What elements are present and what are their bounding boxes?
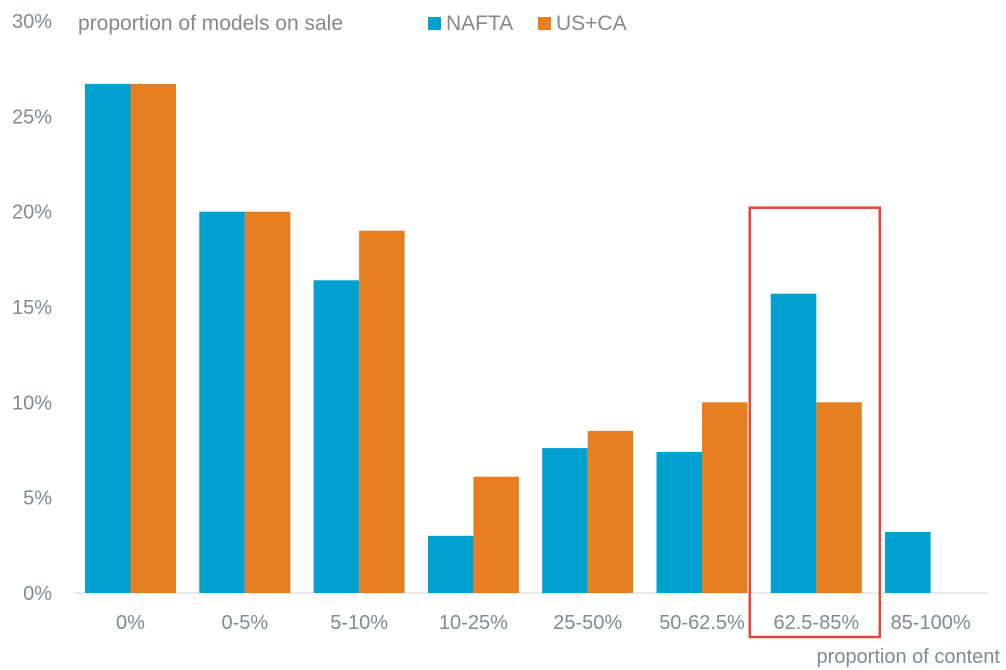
- x-tick-label: 10-25%: [439, 612, 508, 634]
- x-tick-label: 5-10%: [330, 612, 388, 634]
- bar: [473, 476, 519, 593]
- y-tick-label: 30%: [12, 11, 52, 33]
- highlight-box: [748, 206, 882, 639]
- y-axis: 0% 5% 10% 15% 20% 25% 30%: [12, 11, 52, 605]
- bar: [244, 211, 291, 593]
- bar: [656, 451, 702, 593]
- y-tick-label: 0%: [23, 583, 52, 605]
- x-tick-label: 85-100%: [891, 612, 971, 634]
- bars: [85, 83, 931, 594]
- y-tick-label: 5%: [23, 488, 52, 510]
- bar: [359, 230, 405, 593]
- bar: [816, 402, 862, 593]
- bar: [542, 448, 588, 593]
- x-tick-label: 0%: [116, 612, 145, 634]
- x-tick-label: 50-62.5%: [659, 612, 745, 634]
- bar: [427, 535, 474, 593]
- highlight-group: [748, 206, 882, 639]
- y-tick-label: 25%: [12, 106, 52, 128]
- bar: [770, 293, 817, 593]
- legend-label-usca: US+CA: [556, 12, 627, 35]
- x-axis: 0% 0-5% 5-10% 10-25% 25-50% 50-62.5% 62.5-85% 8…: [116, 612, 971, 634]
- bar: [130, 83, 176, 594]
- bar: [885, 532, 931, 593]
- bar: [702, 402, 748, 593]
- bar: [85, 83, 131, 594]
- y-tick-label: 15%: [12, 297, 52, 319]
- legend-label-nafta: NAFTA: [446, 12, 513, 35]
- legend-swatch-nafta: [428, 17, 441, 30]
- legend: NAFTA US+CA: [428, 12, 627, 35]
- x-tick-label: 0-5%: [221, 612, 268, 634]
- bar: [199, 211, 245, 593]
- x-tick-label: 62.5-85%: [773, 612, 859, 634]
- legend-swatch-usca: [538, 17, 551, 30]
- bar: [313, 280, 360, 593]
- y-tick-label: 10%: [12, 392, 52, 414]
- x-axis-label: proportion of content: [817, 646, 1001, 668]
- bar: [587, 430, 634, 593]
- x-tick-label: 25-50%: [553, 612, 622, 634]
- y-axis-label: proportion of models on sale: [78, 12, 343, 35]
- y-tick-label: 20%: [12, 202, 52, 224]
